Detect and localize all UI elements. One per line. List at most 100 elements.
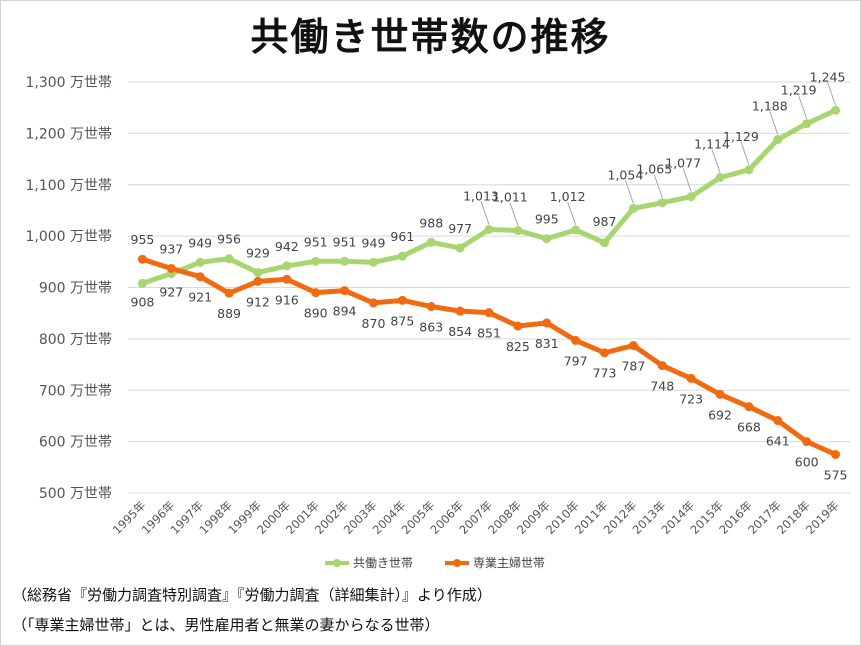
data-label: 1,114 xyxy=(694,137,730,152)
data-point xyxy=(137,278,147,288)
series-line xyxy=(139,256,839,457)
y-tick-label: 900 万世帯 xyxy=(39,281,112,297)
data-label: 1,077 xyxy=(665,156,701,171)
data-label: 863 xyxy=(419,320,443,335)
definition-note: （「専業主婦世帯」とは、男性雇用者と無業の妻からなる世帯） xyxy=(12,616,440,634)
data-point xyxy=(513,225,523,235)
data-point xyxy=(831,449,841,459)
data-point xyxy=(455,243,465,253)
data-label: 825 xyxy=(506,339,530,354)
data-point xyxy=(628,203,638,213)
data-point xyxy=(137,254,147,264)
data-label: 692 xyxy=(708,407,732,422)
data-label: 787 xyxy=(621,359,645,374)
data-point xyxy=(600,238,610,248)
data-label: 1,054 xyxy=(608,167,644,182)
chart-title: 共働き世帯数の推移 xyxy=(250,15,611,59)
data-point xyxy=(628,341,638,351)
data-point xyxy=(311,256,321,266)
data-label: 955 xyxy=(131,232,155,247)
data-label: 949 xyxy=(188,235,212,250)
data-label: 1,012 xyxy=(550,189,586,204)
data-label: 908 xyxy=(131,294,155,309)
label-leader xyxy=(798,95,808,119)
data-point xyxy=(686,192,696,202)
y-tick-label: 800 万世帯 xyxy=(39,332,112,348)
data-point xyxy=(715,389,725,399)
data-point xyxy=(397,295,407,305)
data-label: 723 xyxy=(679,391,703,406)
data-point xyxy=(802,437,812,447)
data-point xyxy=(802,119,812,129)
data-point xyxy=(426,302,436,312)
data-label: 951 xyxy=(333,234,357,249)
data-label: 1,065 xyxy=(636,162,672,177)
data-label: 831 xyxy=(535,336,559,351)
data-label: 600 xyxy=(795,455,819,470)
data-label: 1,129 xyxy=(723,129,759,144)
y-tick-label: 1,200 万世帯 xyxy=(25,126,112,142)
data-label: 988 xyxy=(419,215,443,230)
label-leader xyxy=(624,180,634,204)
label-leader xyxy=(509,202,519,226)
data-point xyxy=(368,298,378,308)
data-label: 921 xyxy=(188,290,212,305)
legend-label: 専業主婦世帯 xyxy=(473,555,545,570)
data-label: 937 xyxy=(159,241,183,256)
data-point xyxy=(715,173,725,183)
data-point xyxy=(195,257,205,267)
legend-swatch-marker xyxy=(333,559,341,567)
data-points xyxy=(137,105,841,459)
data-point xyxy=(571,335,581,345)
y-axis-labels: 1,300 万世帯 1,200 万世帯 1,100 万世帯 1,000 万世帯 900 … xyxy=(25,75,112,502)
data-point xyxy=(600,348,610,358)
data-label: 748 xyxy=(650,379,674,394)
data-point xyxy=(282,261,292,271)
data-point xyxy=(426,237,436,247)
x-axis-labels: 1995年1996年1997年1998年1999年2000年2001年2002年… xyxy=(110,498,842,537)
data-label: 961 xyxy=(390,229,414,244)
data-label: 668 xyxy=(737,420,761,435)
label-leader xyxy=(769,111,779,135)
y-tick-label: 1,300 万世帯 xyxy=(25,75,112,91)
data-label: 1,219 xyxy=(781,83,817,98)
data-label: 1,245 xyxy=(810,69,846,84)
data-point xyxy=(224,254,234,264)
data-point xyxy=(311,288,321,298)
data-point xyxy=(224,288,234,298)
data-point xyxy=(340,256,350,266)
data-label: 977 xyxy=(448,221,472,236)
data-point xyxy=(484,224,494,234)
data-labels: 908 927 949 956 929 942 951 951 949 961 988 977 1,01… xyxy=(131,69,848,482)
data-point xyxy=(542,318,552,328)
data-label: 995 xyxy=(535,212,559,227)
data-label: 889 xyxy=(217,306,241,321)
x-tick-label: 2019年 xyxy=(803,498,842,537)
data-point xyxy=(166,263,176,273)
data-point xyxy=(484,308,494,318)
y-tick-label: 1,000 万世帯 xyxy=(25,229,112,245)
label-leader xyxy=(653,174,663,198)
label-leader xyxy=(480,201,490,225)
data-point xyxy=(282,274,292,284)
data-point xyxy=(571,225,581,235)
data-point xyxy=(455,306,465,316)
data-label: 870 xyxy=(362,316,386,331)
legend-label: 共働き世帯 xyxy=(353,556,413,570)
data-point xyxy=(773,135,783,145)
data-label: 641 xyxy=(766,434,790,449)
data-point xyxy=(657,361,667,371)
data-label: 912 xyxy=(246,294,270,309)
data-point xyxy=(831,105,841,115)
source-note: （総務省『労働力調査特別調査』『労働力調査（詳細集計）』より作成） xyxy=(12,586,492,604)
data-label: 851 xyxy=(477,326,501,341)
data-point xyxy=(686,373,696,383)
data-point xyxy=(253,276,263,286)
data-point xyxy=(253,268,263,278)
data-point xyxy=(542,234,552,244)
y-tick-label: 500 万世帯 xyxy=(39,486,112,502)
data-label: 949 xyxy=(362,235,386,250)
data-point xyxy=(744,402,754,412)
data-label: 951 xyxy=(304,234,328,249)
